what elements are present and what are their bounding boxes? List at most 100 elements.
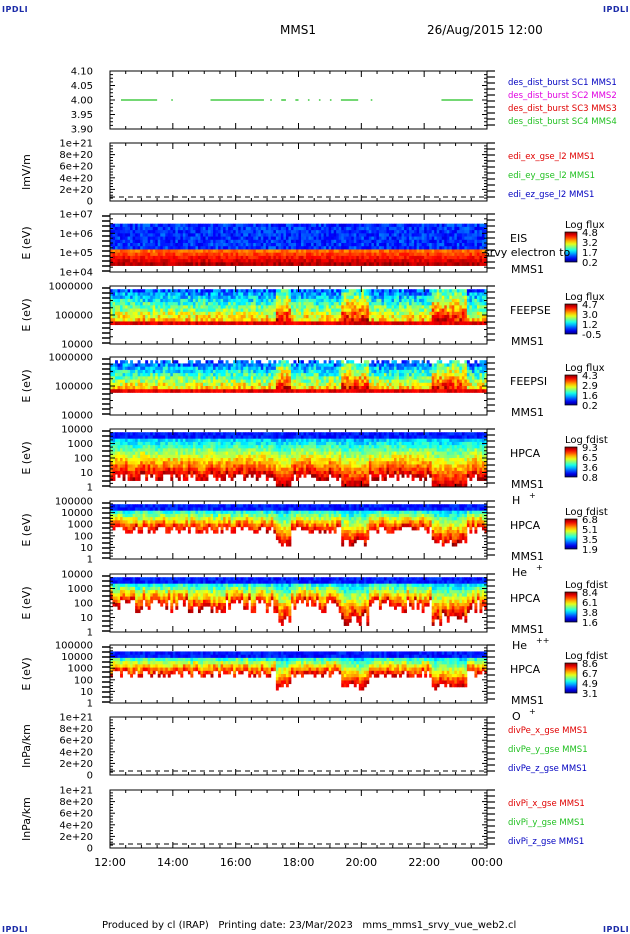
panel3-label2: MMS1 (511, 263, 544, 276)
panel1-legend-0: des_dist_burst SC1 MMS1 (508, 78, 617, 88)
panel2-legend-2: edi_ez_gse_l2 MMS1 (508, 190, 594, 200)
panel4-ylabel: E (eV) (20, 298, 33, 331)
panel9-label1: HPCA (510, 663, 541, 676)
panel2-ytick-1: 8e+20 (59, 150, 93, 161)
panel11-legend-1: divPi_y_gse MMS1 (508, 818, 585, 828)
xaxis-tick-3: 18:00 (283, 856, 315, 869)
panel10-ytick-3: 4e+20 (59, 747, 93, 758)
panel9-cb-tick-0: 8.6 (582, 659, 598, 670)
panel11-ylabel: lnPa/km (20, 797, 33, 841)
panel10-legend-2: divPe_z_gse MMS1 (508, 764, 587, 774)
panel1-ytick-4: 3.90 (71, 125, 93, 136)
panel9-ylabel: E (eV) (20, 657, 33, 690)
panel2-ytick-5: 0 (87, 197, 93, 208)
panel3-ytick-2: 1e+05 (59, 248, 93, 259)
panel5-colorbar (564, 374, 578, 406)
panel11-legend-2: divPi_z_gse MMS1 (508, 837, 584, 847)
panel4-ytick-0: 1000000 (48, 282, 93, 293)
panel8-species-charge: ++ (536, 636, 549, 645)
panel6-cb-tick-1: 6.5 (582, 453, 598, 464)
panel8-heatmap (110, 577, 488, 626)
panel7-label1: HPCA (510, 519, 541, 532)
panel2-ytick-0: 1e+21 (59, 139, 93, 150)
panel11-legend-0: divPi_x_gse MMS1 (508, 799, 585, 809)
panel9-colorbar (564, 662, 578, 694)
panel8-label1: HPCA (510, 592, 541, 605)
panel8-cb-tick-0: 8.4 (582, 588, 598, 599)
panel9-cb-tick-1: 6.7 (582, 669, 598, 680)
corner-mark-bl: IPDLI (2, 925, 29, 934)
panel9-ytick-5: 1 (87, 699, 93, 710)
panel5-ylabel: E (eV) (20, 369, 33, 402)
footer-file: mms_mms1_srvy_vue_web2.cl (362, 920, 517, 931)
panel3-ytick-3: 1e+04 (59, 268, 93, 279)
panel11-frame (109, 789, 488, 849)
panel8-cb-tick-1: 6.1 (582, 598, 598, 609)
panel4-label1: FEEPSE (510, 304, 551, 317)
panel6-species-charge: + (529, 491, 536, 500)
panel9-ytick-1: 10000 (61, 652, 93, 663)
panel8-ytick-4: 1 (87, 628, 93, 639)
panel7-cb-tick-1: 5.1 (582, 525, 598, 536)
panel5-ytick-0: 1000000 (48, 353, 93, 364)
panel7-ytick-2: 1000 (68, 520, 93, 531)
panel6-label2: MMS1 (511, 478, 544, 491)
panel3-cb-tick-2: 1.7 (582, 248, 598, 259)
panel1-legend-2: des_dist_burst SC3 MMS3 (508, 104, 617, 114)
panel3-ylabel: E (eV) (20, 226, 33, 259)
panel5-cb-title: Log flux (565, 363, 605, 374)
panel6-ylabel: E (eV) (20, 441, 33, 474)
xaxis-tick-1: 14:00 (157, 856, 189, 869)
panel8-ytick-1: 1000 (68, 584, 93, 595)
panel1-ytick-0: 4.10 (71, 67, 93, 78)
panel6-cb-tick-3: 0.8 (582, 473, 598, 484)
panel9-heatmap (110, 651, 488, 691)
panel3-ytick-1: 1e+06 (59, 229, 93, 240)
panel7-ytick-5: 1 (87, 555, 93, 566)
panel9-ytick-2: 1000 (68, 664, 93, 675)
panel5-cb-tick-2: 1.6 (582, 391, 598, 402)
panel4-cb-tick-3: -0.5 (582, 330, 602, 341)
panel10-ytick-0: 1e+21 (59, 713, 93, 724)
panel10-frame (109, 716, 488, 776)
panel7-species: He (512, 566, 527, 579)
panel2-frame (109, 142, 488, 202)
panel11-ytick-5: 0 (87, 844, 93, 855)
panel10-ytick-4: 2e+20 (59, 759, 93, 770)
panel9-species: O (512, 710, 521, 723)
panel4-colorbar (564, 303, 578, 335)
panel5-heatmap (110, 360, 488, 393)
panel3-colorbar (564, 231, 578, 263)
panel8-species: He (512, 639, 527, 652)
spacecraft-title: MMS1 (280, 23, 316, 37)
panel9-ytick-0: 100000 (55, 641, 93, 652)
panel6-colorbar (564, 446, 578, 478)
panel10-legend-0: divPe_x_gse MMS1 (508, 726, 588, 736)
panel10-ytick-5: 0 (87, 771, 93, 782)
panel9-cb-tick-2: 4.9 (582, 679, 598, 690)
panel8-label2: MMS1 (511, 623, 544, 636)
panel10-ytick-1: 8e+20 (59, 724, 93, 735)
xaxis-tick-4: 20:00 (345, 856, 377, 869)
panel9-ytick-4: 10 (80, 687, 93, 698)
panel6-cb-title: Log fdist (565, 435, 608, 446)
panel3-cb-tick-3: 0.2 (582, 258, 598, 269)
panel3-ytick-0: 1e+07 (59, 210, 93, 221)
panel2-ylabel: lmV/m (20, 154, 33, 190)
panel9-ytick-3: 100 (74, 675, 93, 686)
panel5-cb-tick-1: 2.9 (582, 381, 598, 392)
panel7-cb-title: Log fdist (565, 507, 608, 518)
panel8-ytick-0: 10000 (61, 570, 93, 581)
footer-printing: Printing date: 23/Mar/2023 (218, 920, 353, 931)
panel7-cb-tick-3: 1.9 (582, 545, 598, 556)
panel2-ytick-3: 4e+20 (59, 173, 93, 184)
panel6-ytick-3: 10 (80, 468, 93, 479)
panel1-ytick-3: 3.95 (71, 110, 93, 121)
panel10-ytick-2: 6e+20 (59, 736, 93, 747)
panel5-label1: FEEPSI (510, 375, 547, 388)
corner-mark-tl: IPDLI (2, 5, 29, 14)
panel2-ytick-4: 2e+20 (59, 185, 93, 196)
panel3-cb-tick-1: 3.2 (582, 238, 598, 249)
panel9-cb-title: Log fdist (565, 651, 608, 662)
panel3-heatmap (110, 223, 488, 266)
